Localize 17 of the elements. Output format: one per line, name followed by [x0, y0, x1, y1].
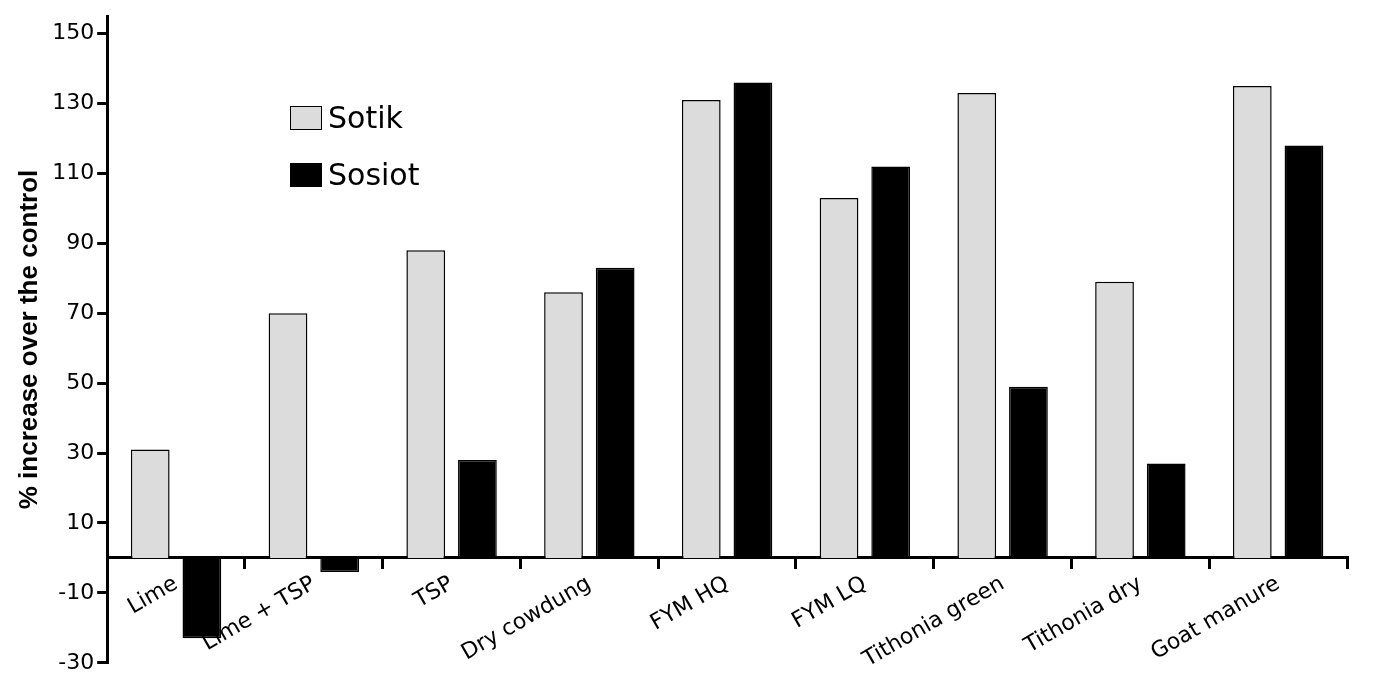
- x-tick-label: TSP: [408, 570, 457, 613]
- y-tick-label: 130: [52, 89, 95, 115]
- y-tick-label: 110: [52, 159, 95, 185]
- y-axis-title: % increase over the control: [12, 169, 43, 510]
- y-tick-label: 10: [66, 508, 95, 534]
- legend-label: Sotik: [328, 100, 403, 135]
- y-tick-label: -30: [58, 648, 95, 674]
- x-tick-label: FYM LQ: [787, 570, 871, 633]
- y-tick-label: 30: [66, 438, 95, 464]
- y-tick-label: 90: [66, 229, 95, 255]
- legend-label: Sosiot: [328, 157, 420, 192]
- y-tick-label: 50: [66, 368, 95, 394]
- y-tick-label: -10: [58, 578, 95, 604]
- y-tick-label: 70: [66, 299, 95, 325]
- y-tick-label: 150: [52, 19, 95, 45]
- x-tick-label: Lime: [122, 570, 182, 619]
- x-tick-label: FYM HQ: [645, 570, 733, 635]
